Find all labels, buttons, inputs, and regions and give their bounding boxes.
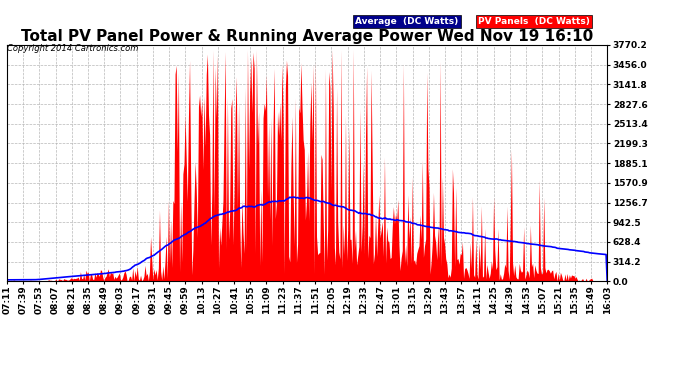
Title: Total PV Panel Power & Running Average Power Wed Nov 19 16:10: Total PV Panel Power & Running Average P… bbox=[21, 29, 593, 44]
Text: Average  (DC Watts): Average (DC Watts) bbox=[355, 17, 458, 26]
Text: Copyright 2014 Cartronics.com: Copyright 2014 Cartronics.com bbox=[7, 44, 138, 52]
Text: PV Panels  (DC Watts): PV Panels (DC Watts) bbox=[478, 17, 590, 26]
